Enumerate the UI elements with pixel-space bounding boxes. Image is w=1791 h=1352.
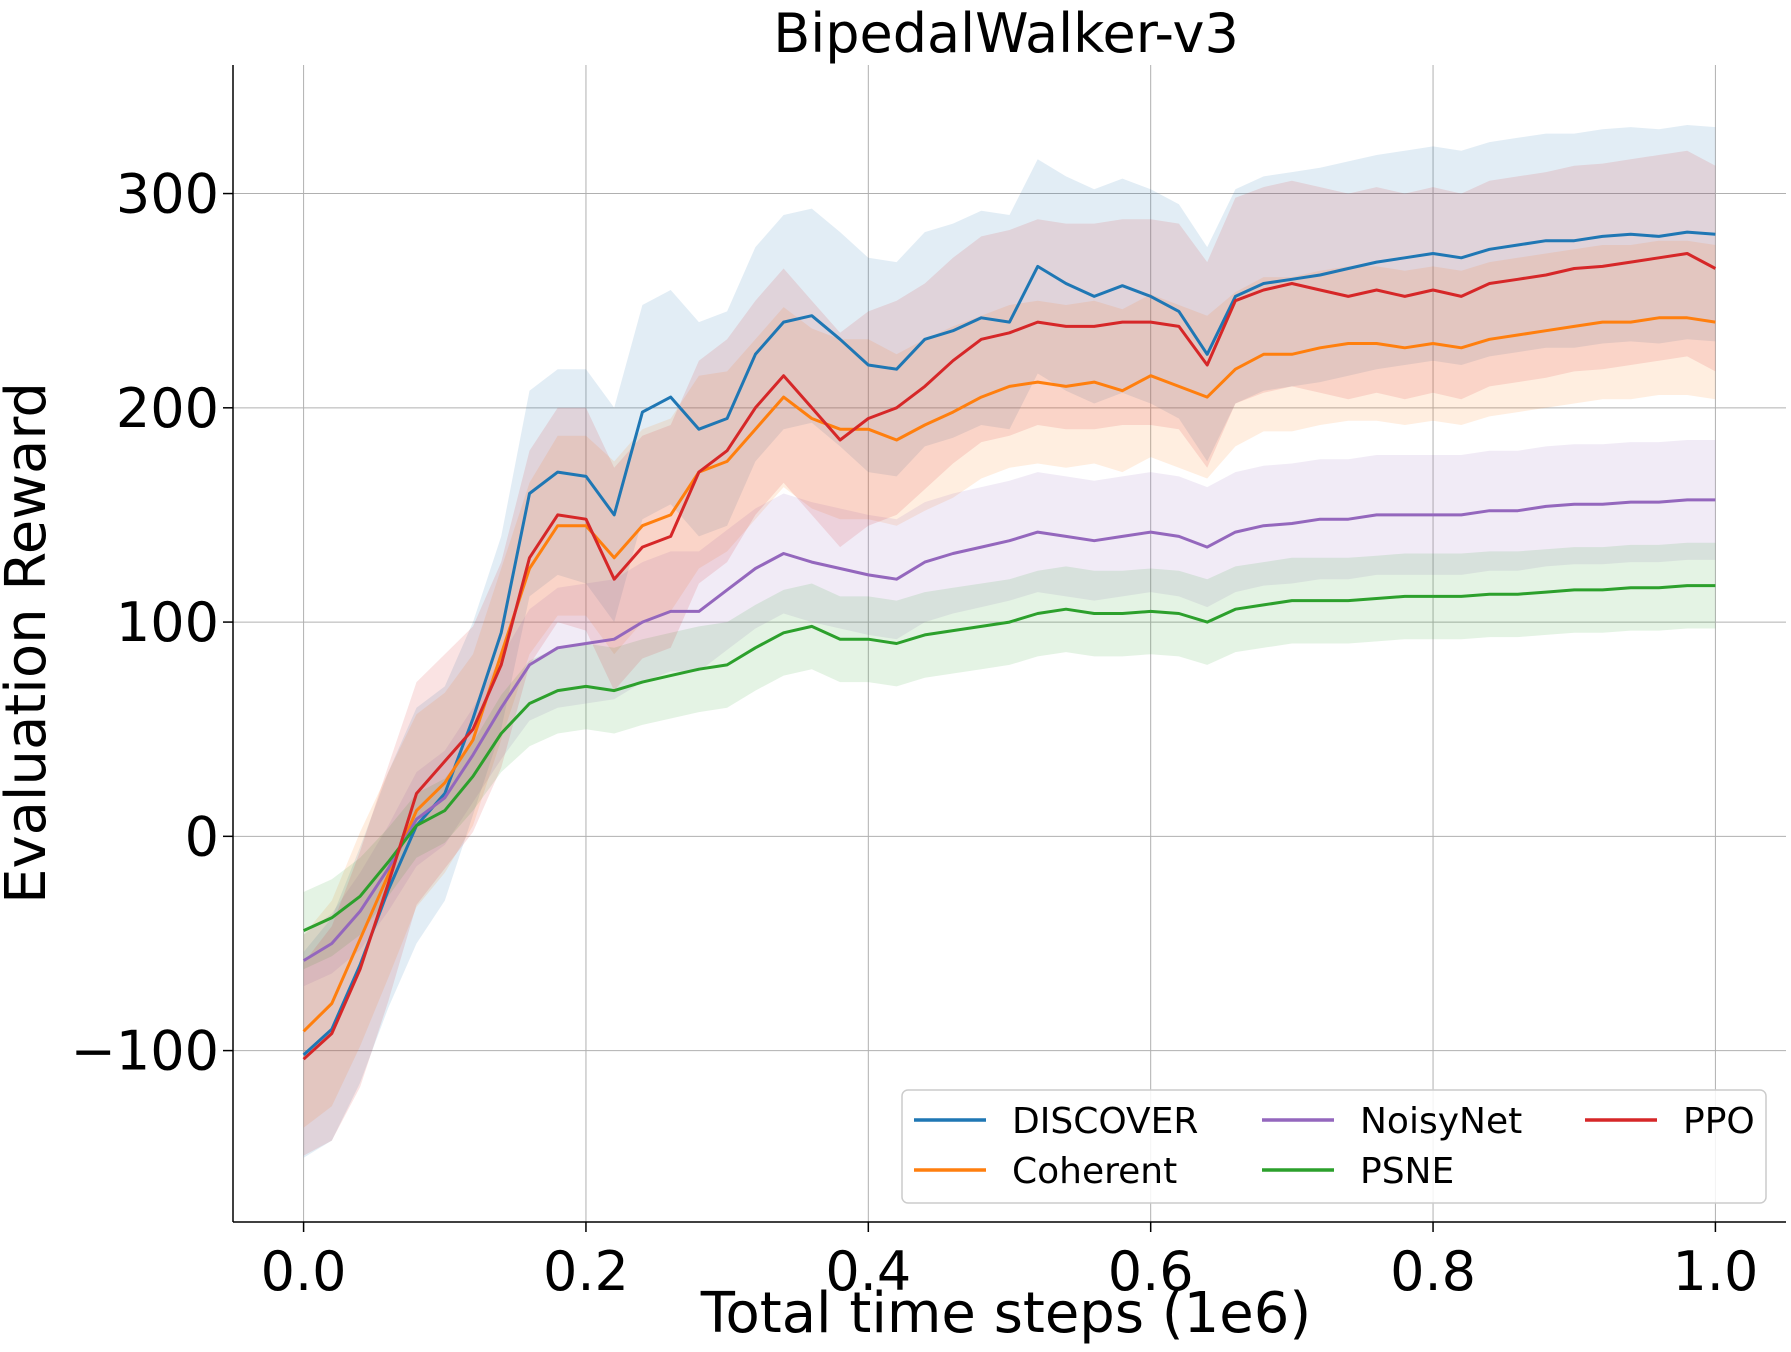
line-discover — [302, 230, 1716, 1057]
band-coherent — [303, 240, 1716, 1128]
legend-label-coherent: Coherent — [1012, 1151, 1177, 1192]
legend-label-discover: DISCOVER — [1012, 1101, 1198, 1142]
series-lines — [302, 230, 1717, 1061]
confidence-bands — [303, 125, 1716, 1158]
x-tick-label: 0.0 — [261, 1240, 347, 1303]
band-noisynet — [303, 440, 1716, 987]
line-ppo — [302, 252, 1717, 1061]
line-psne — [302, 584, 1716, 932]
y-tick-label: 300 — [116, 163, 219, 226]
legend: DISCOVER Coherent NoisyNet PSNE PPO — [901, 1089, 1767, 1204]
x-tick-label: 1.0 — [1672, 1240, 1758, 1303]
x-tick-label: 0.8 — [1390, 1240, 1476, 1303]
line-noisynet — [302, 498, 1716, 962]
chart-title: BipedalWalker-v3 — [773, 2, 1239, 65]
band-psne — [303, 542, 1716, 970]
legend-label-noisynet: NoisyNet — [1360, 1101, 1522, 1142]
x-tick-label: 0.6 — [1108, 1240, 1194, 1303]
y-tick-label: 100 — [116, 591, 219, 654]
y-axis-label: Evaluation Reward — [0, 382, 59, 904]
x-axis-label: Total time steps (1e6) — [700, 1281, 1311, 1346]
legend-frame — [901, 1089, 1767, 1204]
band-ppo — [303, 150, 1716, 1156]
y-tick-label: 200 — [116, 377, 219, 440]
line-coherent — [302, 316, 1716, 1033]
legend-label-psne: PSNE — [1360, 1151, 1454, 1192]
x-tick-label: 0.4 — [825, 1240, 911, 1303]
y-tick-label: 0 — [185, 805, 219, 868]
band-discover — [303, 125, 1716, 1158]
y-tick-label: −100 — [71, 1020, 219, 1083]
y-ticks: −100 0 100 200 300 — [71, 163, 233, 1083]
x-ticks: 0.0 0.2 0.4 0.6 0.8 1.0 — [261, 1222, 1758, 1303]
legend-label-ppo: PPO — [1683, 1101, 1755, 1142]
x-tick-label: 0.2 — [543, 1240, 629, 1303]
